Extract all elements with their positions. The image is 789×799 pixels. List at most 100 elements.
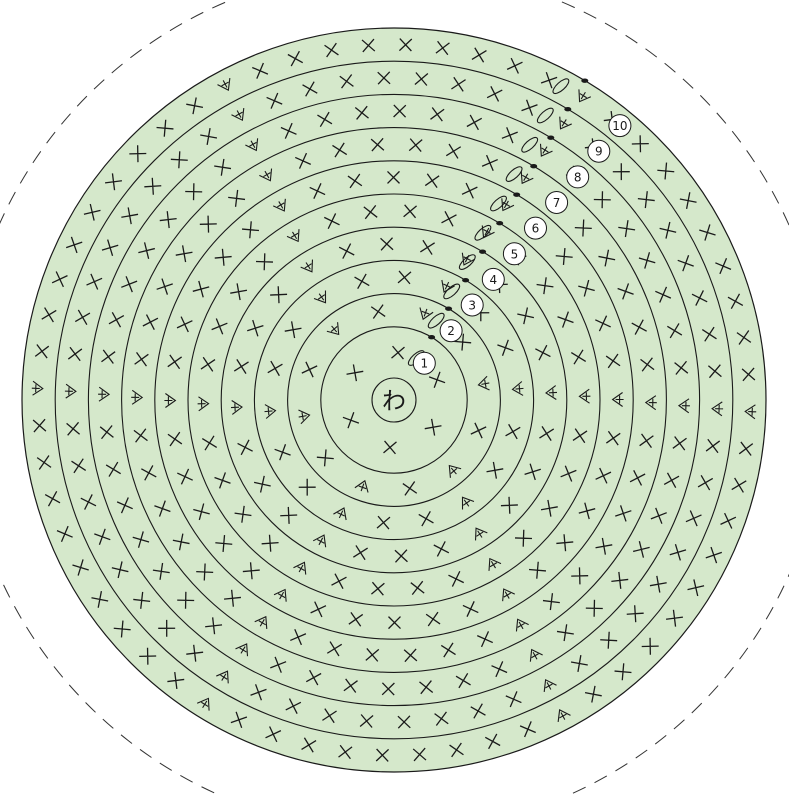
single-crochet-stitch <box>640 357 655 372</box>
single-crochet-stitch <box>449 742 464 758</box>
single-crochet-stitch <box>230 283 248 301</box>
increase-v <box>235 643 249 657</box>
round-number-label: 1 <box>420 357 428 371</box>
increase-plus <box>579 91 587 100</box>
single-crochet-stitch <box>132 531 150 548</box>
cross-mark <box>201 435 218 451</box>
single-crochet-stitch <box>470 422 487 439</box>
round-number-badge: 5 <box>502 242 526 266</box>
increase-stitch <box>326 322 340 336</box>
increase-stitch <box>477 375 490 391</box>
single-crochet-stitch <box>67 346 83 362</box>
cross-mark <box>556 534 574 552</box>
single-crochet-stitch <box>595 467 612 484</box>
increase-v <box>501 198 515 212</box>
cross-mark <box>536 277 554 295</box>
single-crochet-stitch <box>486 86 503 102</box>
cross-mark <box>270 656 287 673</box>
cross-mark <box>158 619 176 637</box>
cross-mark <box>252 62 269 79</box>
cross-mark <box>585 599 603 617</box>
single-crochet-stitch <box>611 571 629 589</box>
cross-mark <box>176 316 193 333</box>
increase-stitch <box>273 198 286 212</box>
cross-mark <box>659 221 677 239</box>
single-crochet-stitch <box>397 270 412 285</box>
single-crochet-stitch <box>133 428 148 443</box>
cross-mark <box>428 371 446 388</box>
cross-mark <box>595 467 612 484</box>
cross-mark <box>403 648 418 663</box>
increase-v <box>461 252 476 266</box>
cross-mark <box>32 418 47 433</box>
single-crochet-stitch <box>332 142 348 158</box>
increase-v <box>477 375 490 391</box>
cross-mark <box>631 135 649 153</box>
cross-mark <box>370 304 386 319</box>
increase-plus <box>201 700 209 709</box>
cross-mark <box>332 142 348 158</box>
single-crochet-stitch <box>466 114 483 131</box>
increase-stitch <box>515 618 529 632</box>
increase-v <box>293 561 307 575</box>
chain-oval <box>443 283 461 300</box>
single-crochet-stitch <box>144 177 162 195</box>
chain-oval <box>552 78 570 95</box>
cross-mark <box>387 170 400 184</box>
cross-mark <box>410 580 425 595</box>
increase-stitch <box>259 168 273 182</box>
cross-mark <box>383 440 397 455</box>
round-ring-7 <box>121 127 667 673</box>
single-crochet-stitch <box>343 678 358 693</box>
increase-v <box>644 395 657 411</box>
cross-mark <box>600 631 618 649</box>
single-crochet-stitch <box>674 360 689 375</box>
cross-mark <box>598 249 616 267</box>
increase-plus <box>748 407 757 416</box>
cross-mark <box>572 428 588 444</box>
increase-v <box>677 398 690 414</box>
single-crochet-stitch <box>578 279 595 297</box>
cross-mark <box>363 205 378 220</box>
increase-v <box>559 116 572 130</box>
increase-v <box>611 392 623 407</box>
cross-mark <box>425 611 441 627</box>
cross-mark <box>104 173 123 191</box>
cross-mark <box>250 684 267 701</box>
cross-mark <box>167 671 185 690</box>
single-crochet-stitch <box>394 549 408 563</box>
increase-stitch <box>313 290 327 304</box>
cross-mark <box>715 258 732 275</box>
increase-v <box>65 383 77 399</box>
single-crochet-stitch <box>424 418 442 436</box>
cross-mark <box>167 354 183 370</box>
slip-stitch-dot <box>428 335 436 340</box>
cross-mark <box>578 279 595 297</box>
cross-mark <box>521 99 538 116</box>
increase-plus <box>582 392 591 401</box>
increase-stitch <box>164 393 177 408</box>
single-crochet-stitch <box>359 714 374 728</box>
increase-plus <box>264 407 273 416</box>
cross-mark <box>505 423 521 440</box>
single-crochet-stitch <box>441 211 457 227</box>
cross-mark <box>290 629 307 646</box>
single-crochet-stitch <box>172 533 190 551</box>
single-crochet-stitch <box>105 461 122 477</box>
single-crochet-stitch <box>424 173 440 189</box>
single-crochet-stitch <box>74 309 91 325</box>
cross-mark <box>641 637 659 655</box>
single-crochet-stitch <box>707 364 722 379</box>
cross-mark <box>535 344 551 361</box>
cross-mark <box>705 546 723 564</box>
single-crochet-stitch <box>86 273 103 290</box>
cross-mark <box>393 104 407 118</box>
increase-stitch <box>711 401 724 417</box>
single-crochet-stitch <box>618 220 636 238</box>
single-crochet-stitch <box>571 567 589 585</box>
single-crochet-stitch <box>111 561 129 579</box>
single-crochet-stitch <box>633 541 650 558</box>
single-crochet-stitch <box>572 428 588 444</box>
cross-mark <box>237 439 253 456</box>
cross-mark <box>500 496 518 514</box>
